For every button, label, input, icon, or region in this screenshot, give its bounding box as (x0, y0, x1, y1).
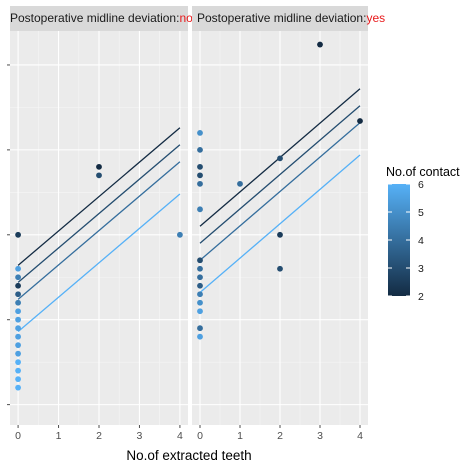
data-point (15, 265, 21, 272)
data-point (197, 265, 203, 272)
data-point (197, 163, 203, 170)
data-point (15, 359, 21, 366)
y-axis-ticks (7, 64, 10, 406)
legend-tick-label: 5 (418, 207, 424, 219)
facet-no-lines (17, 127, 181, 333)
facet-no-points (15, 163, 183, 391)
data-point (15, 308, 21, 315)
legend-tick-label: 2 (418, 291, 424, 303)
data-point (15, 291, 21, 298)
facet-yes-grid (192, 31, 368, 425)
data-point (15, 316, 21, 323)
facet-yes-x-ticks: 0 1 2 3 4 (197, 425, 363, 442)
legend-ticks: 6 5 4 3 2 (388, 179, 424, 303)
x-tick-label: 4 (357, 430, 363, 442)
facet-no-label-value: no (179, 11, 193, 25)
data-point (277, 231, 283, 238)
legend-tick-label: 4 (418, 235, 424, 247)
regression-line (199, 154, 361, 294)
facet-yes-strip-label: Postoperative midline deviation:yes (197, 11, 385, 25)
x-tick-label: 0 (15, 430, 21, 442)
data-point (177, 231, 183, 238)
data-point (197, 325, 203, 332)
data-point (15, 274, 21, 281)
legend-tick-label: 3 (418, 263, 424, 275)
data-point (15, 282, 21, 289)
data-point (15, 367, 21, 374)
facet-yes-label-value: yes (366, 11, 385, 25)
x-tick-label: 2 (96, 430, 102, 442)
x-tick-label: 3 (317, 430, 323, 442)
data-point (15, 231, 21, 238)
data-point (197, 308, 203, 315)
data-point (197, 257, 203, 264)
facet-no-x-ticks: 0 1 2 3 4 (15, 425, 183, 442)
data-point (96, 172, 102, 179)
data-point (197, 146, 203, 153)
legend-tick-label: 6 (418, 179, 424, 191)
data-point (15, 299, 21, 306)
data-point (197, 291, 203, 298)
x-tick-label: 1 (56, 430, 62, 442)
data-point (277, 155, 283, 162)
regression-line (17, 127, 181, 266)
facet-yes-points (197, 41, 363, 340)
data-point (197, 333, 203, 340)
facet-yes-label-prefix: Postoperative midline deviation: (197, 11, 366, 25)
data-point (197, 180, 203, 187)
facet-yes-strip (192, 6, 368, 31)
legend: No.of contact 6 5 4 3 2 (386, 165, 460, 303)
facet-no-strip (10, 6, 188, 31)
legend-title: No.of contact (386, 165, 460, 179)
data-point (197, 172, 203, 179)
data-point (96, 163, 102, 170)
data-point (15, 350, 21, 357)
regression-line (199, 105, 361, 244)
x-tick-label: 1 (237, 430, 243, 442)
regression-line (17, 144, 181, 283)
x-tick-label: 2 (277, 430, 283, 442)
data-point (15, 333, 21, 340)
data-point (197, 299, 203, 306)
regression-line (17, 161, 181, 300)
data-point (197, 129, 203, 136)
data-point (15, 376, 21, 383)
data-point (197, 274, 203, 281)
facet-no-strip-label: Postoperative midline deviation:no (10, 11, 193, 25)
legend-colorbar (388, 184, 410, 296)
x-tick-label: 0 (197, 430, 203, 442)
facet-no-label-prefix: Postoperative midline deviation: (10, 11, 179, 25)
data-point (277, 265, 283, 272)
data-point (317, 41, 323, 48)
data-point (197, 282, 203, 289)
x-tick-label: 4 (177, 430, 183, 442)
data-point (15, 342, 21, 349)
data-point (357, 118, 363, 124)
data-point (197, 206, 203, 213)
data-point (15, 325, 21, 332)
data-point (15, 384, 21, 391)
x-axis-title: No.of extracted teeth (126, 448, 251, 463)
x-tick-label: 3 (137, 430, 143, 442)
regression-line (199, 122, 361, 261)
regression-line (17, 193, 181, 333)
data-point (237, 180, 243, 187)
